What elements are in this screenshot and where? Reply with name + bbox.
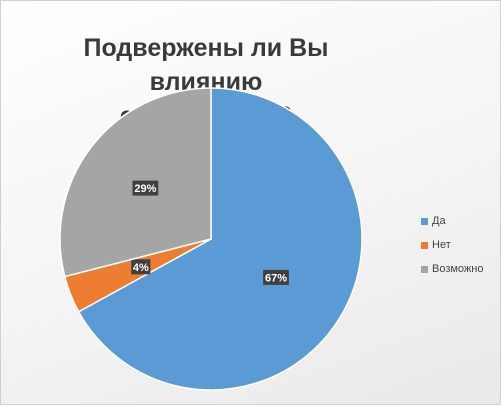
legend-swatch-net — [421, 241, 428, 249]
legend-label-net: Нет — [432, 239, 451, 251]
data-label-box-2 — [132, 180, 159, 196]
legend-label-vozmozhno: Возможно — [432, 263, 484, 275]
legend-item-vozmozhno: Возможно — [421, 257, 483, 281]
legend-label-da: Да — [432, 215, 446, 227]
data-label-0: 67% — [263, 269, 289, 285]
legend: Да Нет Возможно — [421, 209, 483, 281]
data-label-text-1: 4% — [133, 262, 149, 274]
chart-title-line-1: Подвержены ли Вы влиянию — [83, 34, 329, 96]
data-label-2: 29% — [132, 180, 159, 196]
data-label-box-1 — [131, 259, 151, 275]
legend-item-net: Нет — [421, 233, 483, 257]
pie-slice-0 — [77, 87, 363, 391]
data-label-text-0: 67% — [265, 272, 287, 284]
data-label-text-2: 29% — [134, 183, 156, 195]
legend-item-da: Да — [421, 209, 483, 233]
data-label-1: 4% — [131, 259, 151, 275]
data-label-box-0 — [263, 269, 289, 285]
legend-swatch-vozmozhno — [421, 265, 428, 273]
legend-swatch-da — [421, 217, 428, 225]
